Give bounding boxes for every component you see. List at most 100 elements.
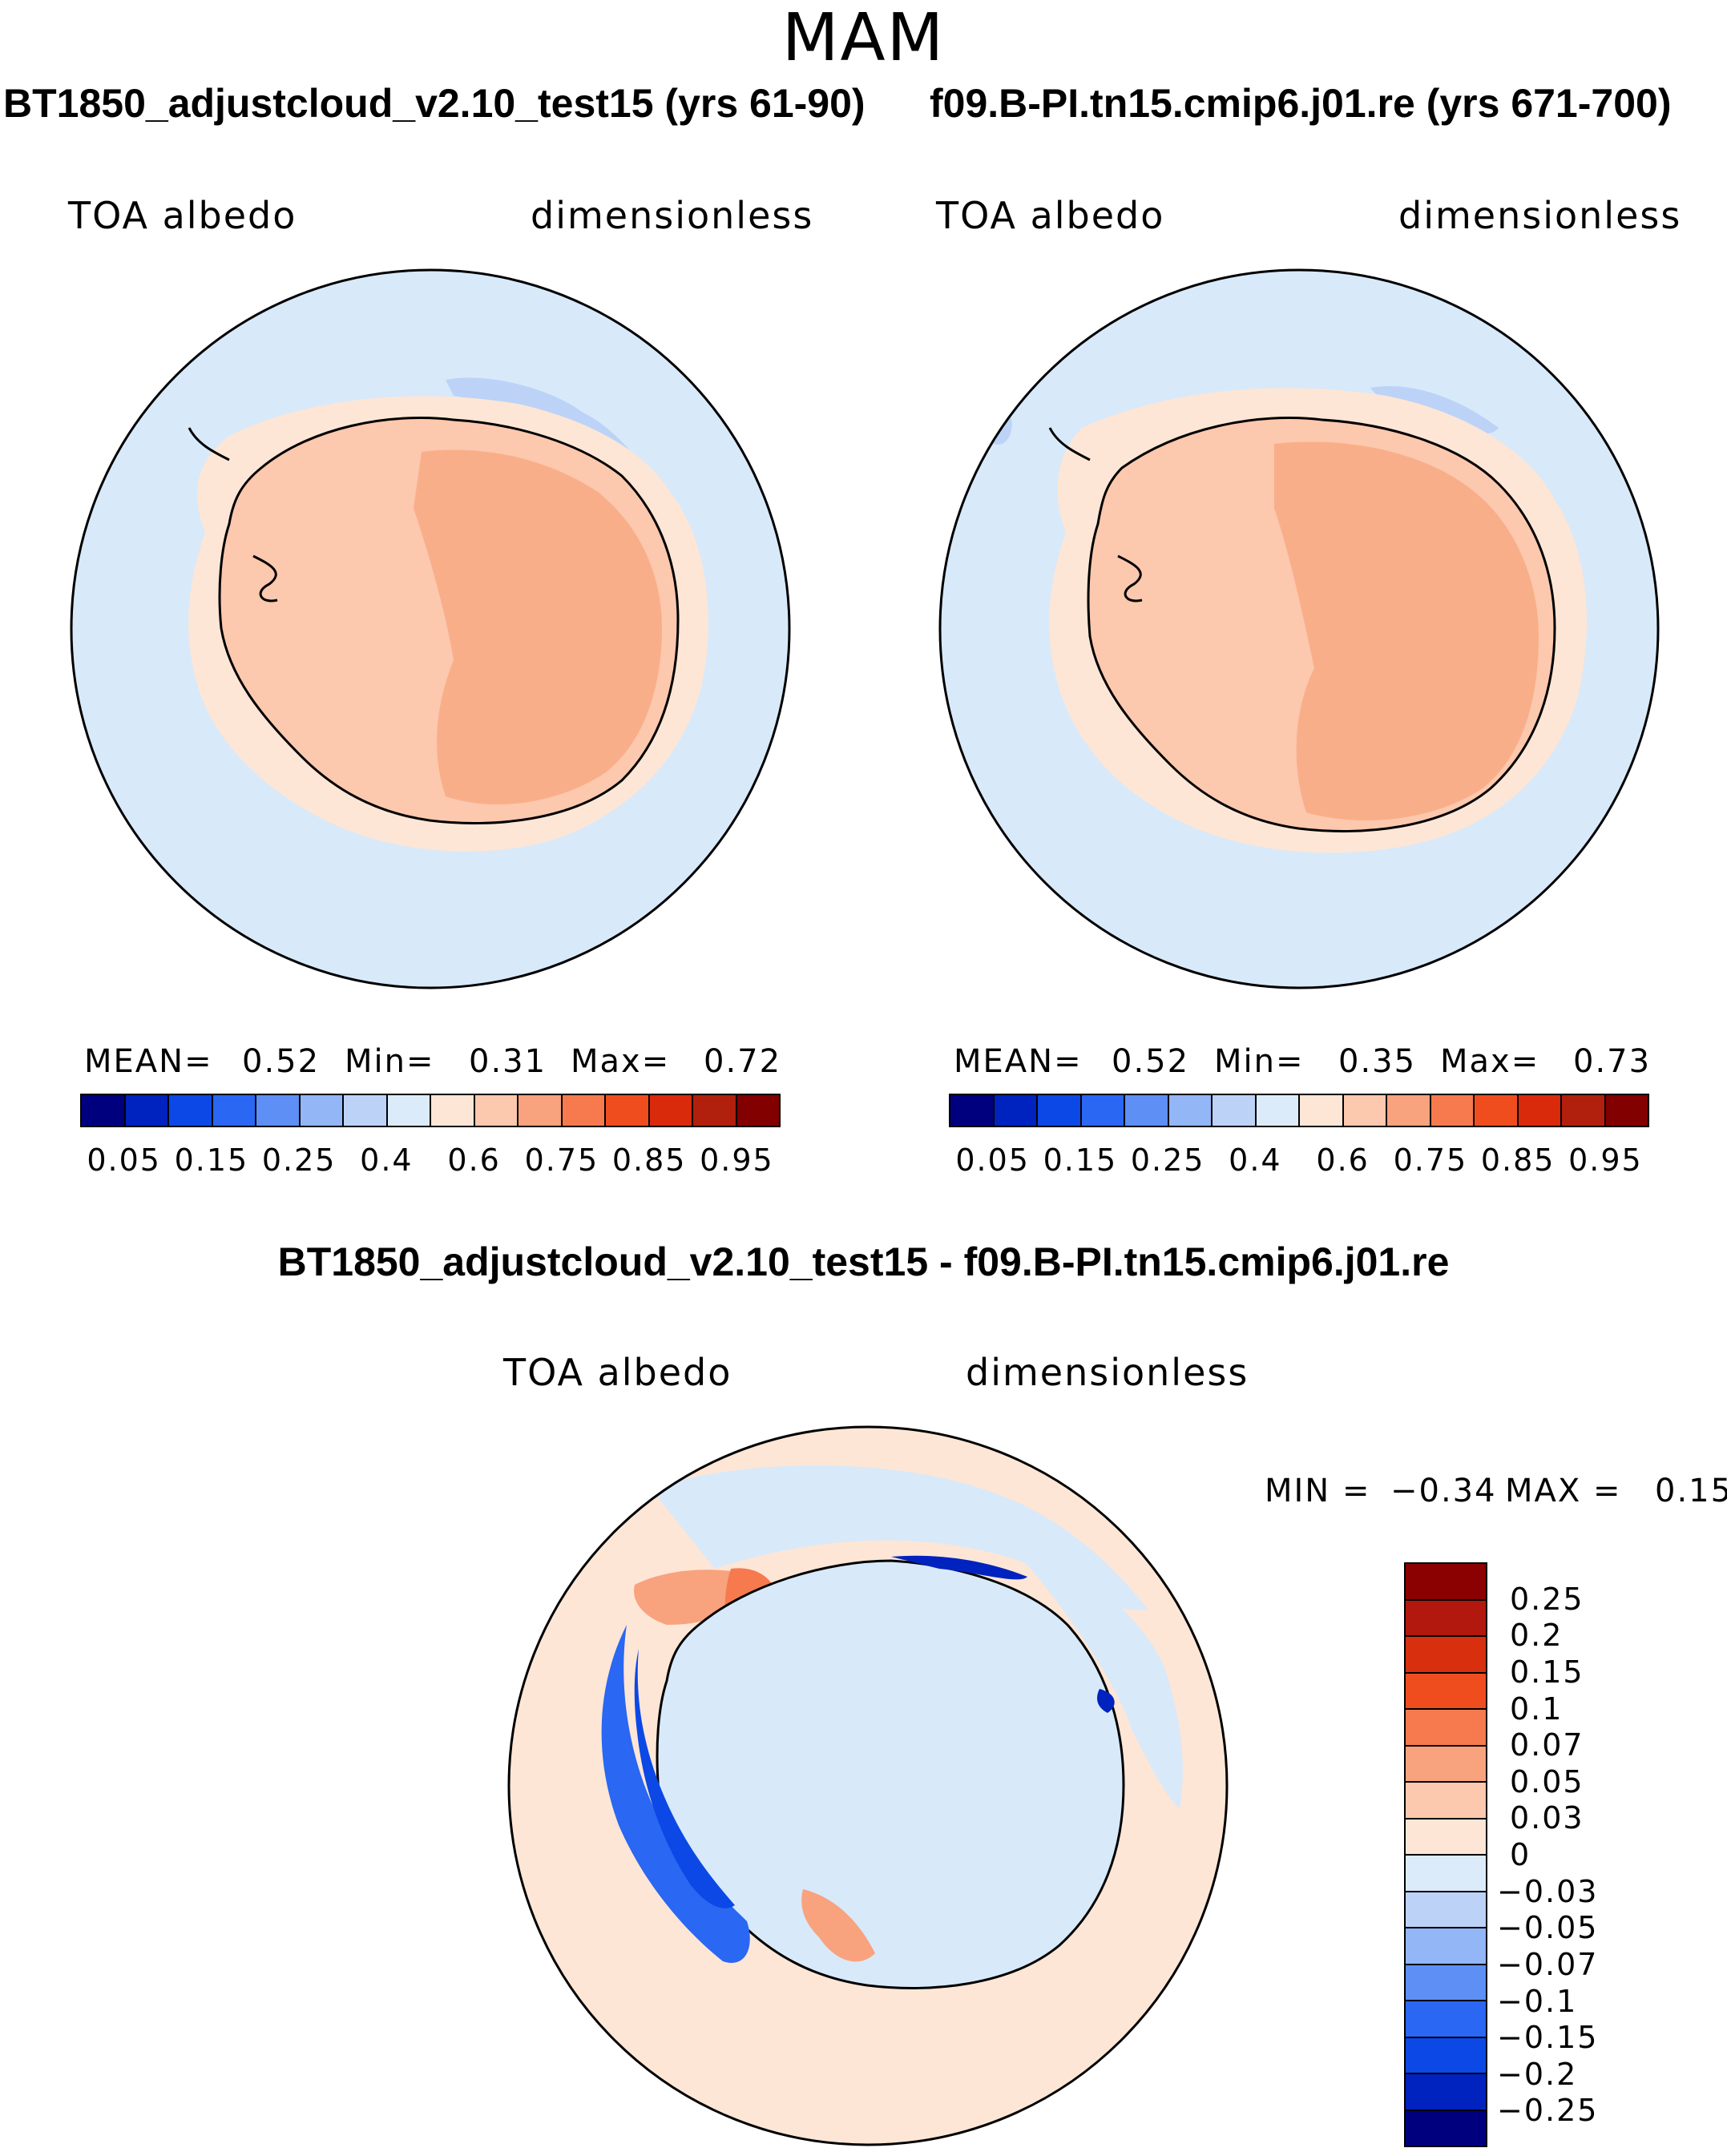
colorbar-swatch bbox=[256, 1095, 301, 1126]
units-label-left: dimensionless bbox=[531, 194, 814, 237]
east-plateau bbox=[414, 449, 662, 804]
colorbar-tick-label: 0.05 bbox=[87, 1142, 161, 1178]
colorbar-swatch bbox=[1168, 1095, 1213, 1126]
east-plateau bbox=[1274, 441, 1539, 820]
colorbar-swatch bbox=[1406, 1564, 1486, 1601]
colorbar-swatch bbox=[1406, 1892, 1486, 1928]
colorbar-tick-label: 0.25 bbox=[1510, 1581, 1584, 1617]
colorbar-tick-label: 0.05 bbox=[955, 1142, 1030, 1178]
colorbar-swatch bbox=[1406, 2074, 1486, 2111]
colorbar-tick-label: −0.1 bbox=[1497, 1983, 1578, 2019]
colorbar-tick-label: 0.15 bbox=[1043, 1142, 1118, 1178]
colorbar-swatch bbox=[736, 1095, 779, 1126]
colorbar-swatch bbox=[519, 1095, 563, 1126]
colorbar-tick-label: 0.15 bbox=[1510, 1654, 1584, 1690]
colorbar-right bbox=[949, 1094, 1649, 1127]
max-label-right: Max= bbox=[1440, 1043, 1540, 1080]
colorbar-tick-label: 0.4 bbox=[1229, 1142, 1282, 1178]
colorbar-swatch bbox=[1213, 1095, 1257, 1126]
colorbar-left bbox=[80, 1094, 781, 1127]
colorbar-tick-label: 0.2 bbox=[1510, 1618, 1564, 1654]
colorbar-swatch bbox=[1518, 1095, 1562, 1126]
neg-strong-band bbox=[634, 1649, 735, 1908]
diff-title: BT1850_adjustcloud_v2.10_test15 - f09.B-… bbox=[277, 1239, 1450, 1284]
neg-edge bbox=[1097, 1689, 1115, 1713]
colorbar-tick-label: 0.15 bbox=[174, 1142, 249, 1178]
map-right bbox=[938, 268, 1660, 989]
colorbar-swatch bbox=[1125, 1095, 1169, 1126]
colorbar-tick-label: 0.6 bbox=[447, 1142, 501, 1178]
colorbar-swatch bbox=[1406, 1965, 1486, 2001]
colorbar-tick-label: 0.4 bbox=[360, 1142, 414, 1178]
panel-title-left: BT1850_adjustcloud_v2.10_test15 (yrs 61-… bbox=[3, 81, 866, 126]
colorbar-swatch bbox=[1256, 1095, 1300, 1126]
colorbar-swatch bbox=[649, 1095, 693, 1126]
colorbar-tick-label: 0.75 bbox=[1393, 1142, 1468, 1178]
min-value-right: 0.35 bbox=[1338, 1043, 1417, 1080]
colorbar-tick-label: 0.05 bbox=[1510, 1763, 1584, 1799]
neg-strong-band bbox=[601, 1625, 750, 1963]
colorbar-tick-label: 0.25 bbox=[1130, 1142, 1205, 1178]
colorbar-swatch bbox=[1406, 1746, 1486, 1783]
colorbar-tick-label: 0.95 bbox=[1568, 1142, 1643, 1178]
colorbar-swatch bbox=[1038, 1095, 1082, 1126]
season-title: MAM bbox=[781, 0, 946, 76]
colorbar-swatch bbox=[1430, 1095, 1475, 1126]
colorbar-swatch bbox=[562, 1095, 606, 1126]
variable-label-right: TOA albedo bbox=[936, 194, 1165, 237]
colorbar-swatch bbox=[1406, 2037, 1486, 2074]
colorbar-tick-label: 0.95 bbox=[700, 1142, 774, 1178]
colorbar-tick-label: 0.1 bbox=[1510, 1691, 1564, 1727]
colorbar-tick-label: 0.6 bbox=[1316, 1142, 1370, 1178]
colorbar-swatch bbox=[1387, 1095, 1431, 1126]
colorbar-swatch bbox=[1300, 1095, 1344, 1126]
colorbar-swatch bbox=[1406, 1673, 1486, 1710]
colorbar-swatch bbox=[1406, 2110, 1486, 2146]
map-diff bbox=[507, 1425, 1229, 2146]
colorbar-swatch bbox=[693, 1095, 737, 1126]
colorbar-swatch bbox=[1406, 1856, 1486, 1892]
sea-ice-patch bbox=[982, 409, 1012, 445]
colorbar-swatch bbox=[950, 1095, 995, 1126]
coastline bbox=[1048, 427, 1143, 602]
panel-title-right: f09.B-PI.tn15.cmip6.j01.re (yrs 671-700) bbox=[930, 81, 1672, 126]
max-label-left: Max= bbox=[571, 1043, 671, 1080]
max-value-left: 0.72 bbox=[704, 1043, 782, 1080]
variable-label-left: TOA albedo bbox=[68, 194, 297, 237]
diff-min-value: −0.34 bbox=[1390, 1473, 1497, 1509]
colorbar-tick-label: 0.07 bbox=[1510, 1727, 1584, 1763]
colorbar-tick-label: 0.85 bbox=[611, 1142, 687, 1178]
colorbar-swatch bbox=[1406, 2001, 1486, 2038]
mean-value-right: 0.52 bbox=[1112, 1043, 1190, 1080]
colorbar-swatch bbox=[1605, 1095, 1648, 1126]
diff-min-label: MIN = bbox=[1265, 1473, 1371, 1509]
colorbar-tick-label: −0.07 bbox=[1497, 1946, 1599, 1982]
colorbar-swatch bbox=[606, 1095, 650, 1126]
coastline bbox=[188, 427, 278, 602]
colorbar-swatch bbox=[387, 1095, 431, 1126]
neg-edge bbox=[891, 1555, 1027, 1580]
colorbar-swatch bbox=[1475, 1095, 1519, 1126]
colorbar-swatch bbox=[1406, 1600, 1486, 1637]
pos-region bbox=[801, 1889, 875, 1962]
colorbar-swatch bbox=[212, 1095, 256, 1126]
colorbar-diff-labels: 0.25 0.2 0.15 0.1 0.07 0.05 0.03 0 −0.03 −0.05 −0.… bbox=[1497, 1562, 1657, 2147]
colorbar-swatch bbox=[1406, 1637, 1486, 1674]
colorbar-swatch bbox=[125, 1095, 169, 1126]
min-value-left: 0.31 bbox=[469, 1043, 547, 1080]
colorbar-swatch bbox=[300, 1095, 344, 1126]
colorbar-tick-label: 0.03 bbox=[1510, 1800, 1584, 1836]
colorbar-tick-label: −0.2 bbox=[1497, 2056, 1578, 2092]
colorbar-tick-label: 0.75 bbox=[524, 1142, 599, 1178]
colorbar-swatch bbox=[82, 1095, 126, 1126]
variable-label-diff: TOA albedo bbox=[503, 1351, 732, 1394]
colorbar-tick-label: −0.25 bbox=[1497, 2093, 1599, 2129]
mean-value-left: 0.52 bbox=[242, 1043, 321, 1080]
colorbar-tick-label: 0 bbox=[1510, 1837, 1531, 1872]
colorbar-tick-label: 0.85 bbox=[1480, 1142, 1556, 1178]
colorbar-right-labels: 0.05 0.15 0.25 0.4 0.6 0.75 0.85 0.95 bbox=[949, 1142, 1649, 1183]
min-label-left: Min= bbox=[345, 1043, 435, 1080]
colorbar-swatch bbox=[1081, 1095, 1125, 1126]
colorbar-tick-label: 0.25 bbox=[261, 1142, 337, 1178]
units-label-right: dimensionless bbox=[1398, 194, 1682, 237]
